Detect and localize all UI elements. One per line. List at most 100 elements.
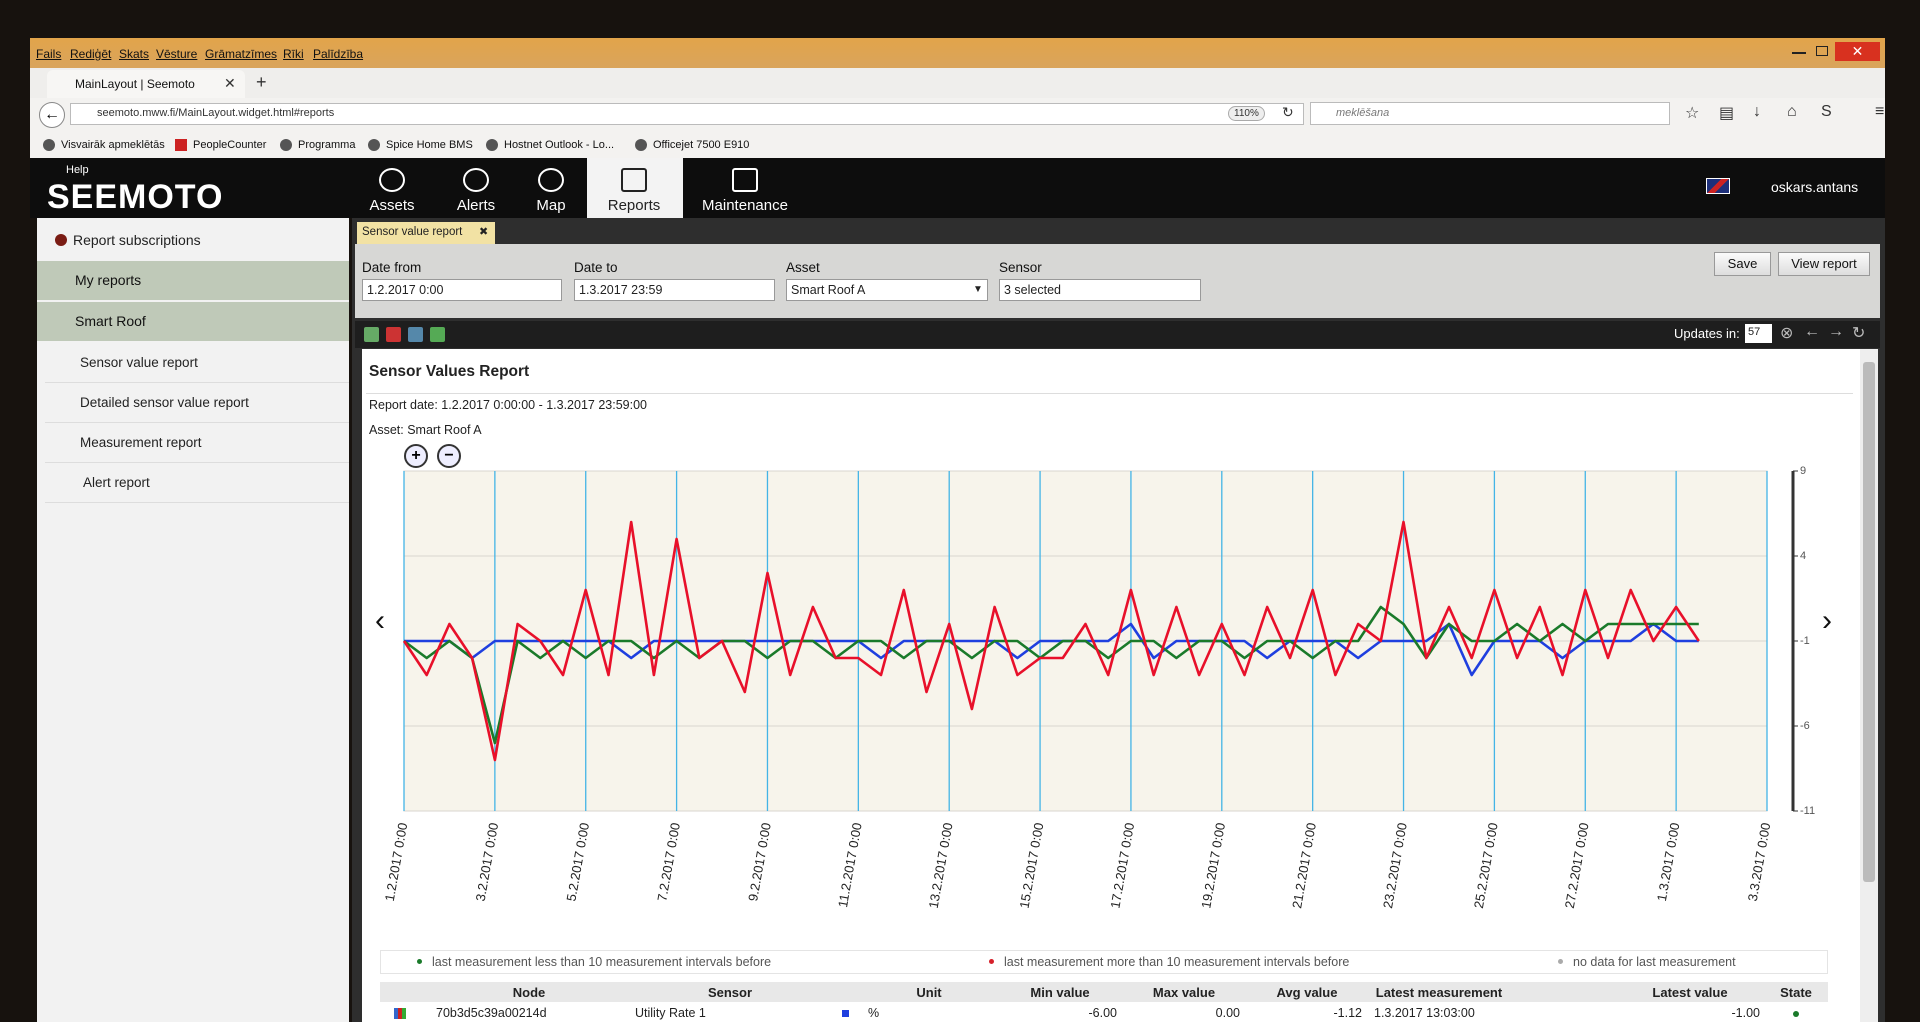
toolbar-control[interactable]: ↻ xyxy=(1852,325,1866,342)
sidebar-report[interactable]: Detailed sensor value report xyxy=(80,395,249,410)
help-link[interactable]: Help xyxy=(66,164,89,176)
bookmark-icon xyxy=(43,139,55,151)
bookmark[interactable]: Programma xyxy=(298,139,356,151)
tab[interactable] xyxy=(47,70,245,98)
toolbar-control[interactable]: → xyxy=(1828,323,1844,340)
window-close[interactable]: ✕ xyxy=(1835,42,1880,61)
nav-item[interactable]: Reports xyxy=(607,197,661,214)
menu-item[interactable]: Grāmatzīmes xyxy=(205,47,278,61)
table-cell: -6.00 xyxy=(1088,1006,1118,1020)
sidebar-divider xyxy=(45,382,349,383)
zoom-button[interactable]: − xyxy=(437,444,461,468)
bookmark-icon xyxy=(486,139,498,151)
bookmark[interactable]: Officejet 7500 E910 xyxy=(653,139,750,151)
sidebar-report[interactable]: Sensor value report xyxy=(80,355,198,370)
search-box[interactable] xyxy=(1310,102,1670,125)
table-header: Avg value xyxy=(1276,985,1338,1000)
filter-input[interactable]: Smart Roof A xyxy=(786,279,988,301)
menu-item[interactable]: Skats xyxy=(119,47,150,61)
sidebar-group[interactable]: Smart Roof xyxy=(75,313,146,329)
sidebar-item[interactable]: Report subscriptions xyxy=(73,232,201,248)
back-button[interactable]: ← xyxy=(39,102,65,128)
table-cell: -1.12 xyxy=(1333,1006,1363,1020)
button[interactable]: View report xyxy=(1778,252,1870,276)
title-bar xyxy=(30,38,1885,68)
export-icon[interactable] xyxy=(364,327,379,342)
nav-item[interactable]: Maintenance xyxy=(702,197,788,214)
url-box[interactable] xyxy=(70,103,1304,125)
nav-item[interactable]: Assets xyxy=(369,197,415,214)
filter-label: Sensor xyxy=(999,260,1042,275)
toolbar-icon[interactable]: S xyxy=(1821,103,1832,120)
tab-close[interactable]: ✕ xyxy=(224,75,236,91)
menu-item[interactable]: Palīdzība xyxy=(313,47,364,61)
legend-dot xyxy=(989,959,994,964)
toolbar-control[interactable]: ⊗ xyxy=(1780,325,1794,342)
language-flag[interactable] xyxy=(1706,178,1730,194)
table-header: Node xyxy=(512,985,546,1000)
reload-button[interactable]: ↻ xyxy=(1282,104,1294,120)
row-chart-icon[interactable] xyxy=(394,1008,406,1019)
bookmark[interactable]: PeopleCounter xyxy=(193,139,267,151)
filter-input[interactable]: 1.2.2017 0:00 xyxy=(362,279,562,301)
bookmark-icon xyxy=(280,139,292,151)
toolbar-control[interactable]: ← xyxy=(1804,323,1820,340)
table-cell: Utility Rate 1 xyxy=(635,1006,706,1020)
scroll-thumb[interactable] xyxy=(1863,362,1875,882)
window-maximize[interactable] xyxy=(1816,46,1828,56)
toolbar-icon[interactable]: ⌂ xyxy=(1787,103,1797,120)
dropdown-arrow: ▼ xyxy=(973,284,983,295)
sidebar-divider xyxy=(45,422,349,423)
user-menu[interactable]: oskars.antans xyxy=(1771,179,1859,195)
bookmark[interactable]: Visvairāk apmeklētās xyxy=(61,139,165,151)
sidebar-divider xyxy=(45,462,349,463)
bookmark[interactable]: Hostnet Outlook - Lo... xyxy=(504,139,615,151)
menu-item[interactable]: Vēsture xyxy=(156,47,198,61)
chart-next[interactable]: › xyxy=(1822,604,1832,637)
toolbar xyxy=(355,321,1880,348)
filter-input[interactable]: 3 selected xyxy=(999,279,1201,301)
new-tab[interactable]: + xyxy=(256,72,267,92)
filter-label: Date from xyxy=(362,260,422,275)
sidebar-report[interactable]: Alert report xyxy=(83,475,150,490)
zoom-button[interactable]: + xyxy=(404,444,428,468)
legend-text: last measurement more than 10 measuremen… xyxy=(1004,955,1350,969)
nav-icon xyxy=(732,168,758,192)
nav-item[interactable]: Alerts xyxy=(456,197,496,214)
sidebar-group[interactable]: My reports xyxy=(75,272,142,288)
export-icon[interactable] xyxy=(386,327,401,342)
filter-input[interactable]: 1.3.2017 23:59 xyxy=(574,279,775,301)
menu-item[interactable]: Rediģēt xyxy=(70,47,112,61)
report-tab-close[interactable]: ✖ xyxy=(479,226,489,238)
table-header-bg xyxy=(380,982,1828,1002)
nav-icon xyxy=(621,168,647,192)
menu-item[interactable]: Rīki xyxy=(283,47,304,61)
bookmark[interactable]: Spice Home BMS xyxy=(386,139,473,151)
window-minimize[interactable] xyxy=(1792,52,1806,54)
export-icon[interactable] xyxy=(408,327,423,342)
toolbar-icon[interactable]: ↓ xyxy=(1753,103,1761,120)
menu-item[interactable]: Fails xyxy=(36,47,62,61)
report-tab-bg[interactable] xyxy=(357,222,495,244)
table-header: Latest measurement xyxy=(1375,985,1503,1000)
report-panel xyxy=(362,349,1860,1022)
chart-prev[interactable]: ‹ xyxy=(375,604,385,637)
nav-item[interactable]: Map xyxy=(536,197,566,214)
toolbar-icon[interactable]: ☆ xyxy=(1685,105,1700,122)
bookmark-icon xyxy=(368,139,380,151)
toolbar-icon[interactable]: ▤ xyxy=(1719,105,1735,122)
sidebar-report[interactable]: Measurement report xyxy=(80,435,202,450)
button[interactable]: Save xyxy=(1714,252,1771,276)
sidebar-divider xyxy=(45,502,349,503)
zoom-level[interactable]: 110% xyxy=(1228,106,1265,121)
bookmark-icon xyxy=(635,139,647,151)
table-cell: 0.00 xyxy=(1215,1006,1240,1020)
toolbar-icon[interactable]: ≡ xyxy=(1875,103,1885,120)
export-icon[interactable] xyxy=(430,327,445,342)
state-dot xyxy=(1793,1011,1799,1017)
sidebar-group-bg xyxy=(37,302,349,341)
sidebar-group-bg xyxy=(37,261,349,300)
table-cell: -1.00 xyxy=(1731,1006,1761,1020)
filter-label: Asset xyxy=(786,260,820,275)
